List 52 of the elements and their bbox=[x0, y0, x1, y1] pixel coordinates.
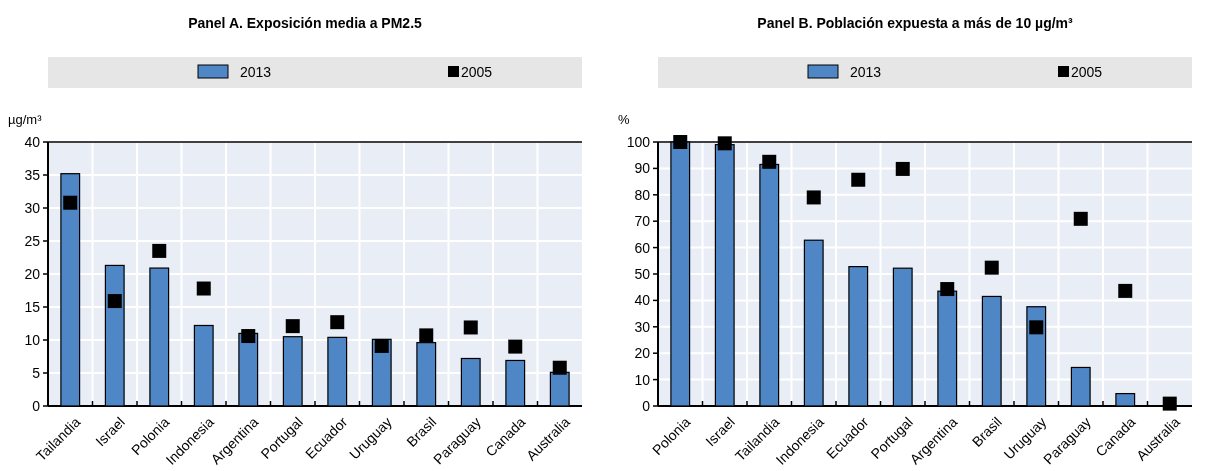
point bbox=[673, 135, 688, 149]
point bbox=[152, 243, 167, 258]
point bbox=[552, 360, 567, 375]
y-tick-label: 15 bbox=[24, 298, 41, 315]
y-tick-label: 100 bbox=[626, 133, 651, 150]
y-tick-label: 40 bbox=[24, 133, 41, 150]
point bbox=[1162, 396, 1177, 411]
y-axis-title: µg/m³ bbox=[8, 112, 43, 127]
point bbox=[330, 315, 345, 330]
legend-label: 2013 bbox=[850, 64, 882, 80]
y-tick-label: 70 bbox=[634, 213, 651, 230]
point bbox=[762, 154, 777, 169]
point bbox=[1029, 320, 1044, 335]
point bbox=[806, 190, 821, 205]
y-tick-label: 50 bbox=[634, 265, 651, 282]
point bbox=[107, 294, 122, 309]
point bbox=[940, 282, 955, 297]
y-tick-label: 20 bbox=[634, 345, 651, 362]
y-tick-label: 90 bbox=[634, 160, 651, 177]
legend-label: 2005 bbox=[461, 64, 493, 80]
chart-title: Panel B. Población expuesta a más de 10 µg/m³ bbox=[757, 15, 1074, 31]
y-tick-label: 60 bbox=[634, 239, 651, 256]
y-tick-label: 30 bbox=[24, 199, 41, 216]
y-tick-label: 40 bbox=[634, 292, 651, 309]
chart-title: Panel A. Exposición media a PM2.5 bbox=[188, 15, 423, 31]
point bbox=[895, 161, 910, 176]
y-tick-label: 80 bbox=[634, 186, 651, 203]
y-tick-label: 0 bbox=[642, 397, 651, 414]
y-tick-label: 5 bbox=[32, 364, 41, 381]
y-axis-title: % bbox=[618, 112, 630, 127]
point bbox=[63, 195, 78, 210]
y-tick-label: 0 bbox=[32, 397, 41, 414]
point bbox=[1073, 211, 1088, 226]
point bbox=[241, 329, 256, 344]
y-tick-label: 20 bbox=[24, 265, 41, 282]
point bbox=[717, 136, 732, 151]
point bbox=[374, 338, 389, 353]
y-tick-label: 25 bbox=[24, 232, 41, 249]
legend-label: 2013 bbox=[240, 64, 272, 80]
y-tick-label: 10 bbox=[634, 371, 651, 388]
legend-label: 2005 bbox=[1071, 64, 1103, 80]
y-tick-label: 30 bbox=[634, 318, 651, 335]
point bbox=[851, 172, 866, 187]
point bbox=[196, 281, 211, 296]
point bbox=[419, 328, 434, 343]
point bbox=[508, 339, 523, 354]
y-tick-label: 10 bbox=[24, 331, 41, 348]
point bbox=[984, 260, 999, 275]
point bbox=[285, 319, 300, 334]
y-tick-label: 35 bbox=[24, 166, 41, 183]
point bbox=[1118, 283, 1133, 298]
point bbox=[463, 320, 478, 335]
